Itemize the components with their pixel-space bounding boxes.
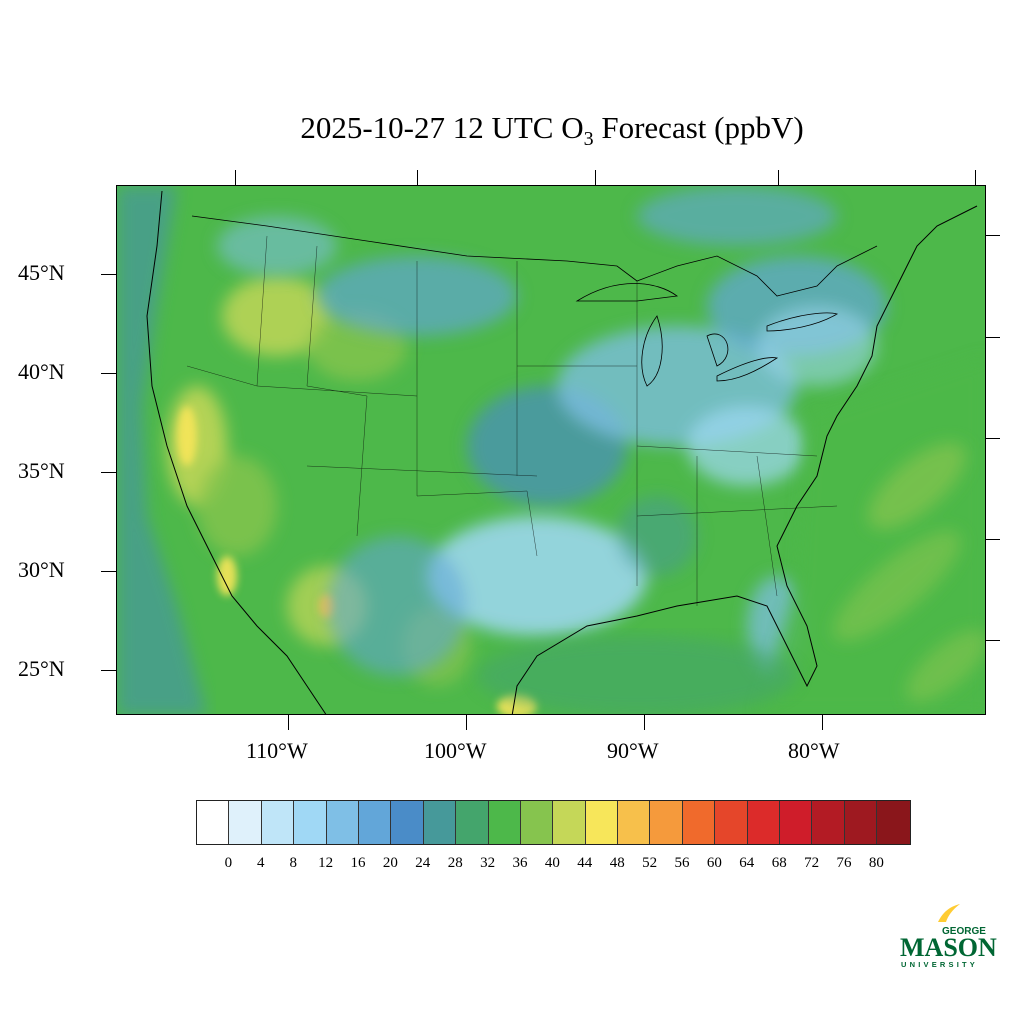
title-prefix: 2025-10-27 12 UTC O — [300, 110, 584, 145]
colorbar-swatch — [585, 801, 619, 844]
title-subscript: 3 — [583, 128, 594, 151]
lake-superior — [575, 283, 679, 302]
lon-label-110w: 110°W — [246, 738, 308, 763]
lat-label-25: 25°N — [18, 656, 65, 681]
colorbar-label: 68 — [771, 855, 787, 871]
colorbar-label: 56 — [674, 855, 690, 871]
bottom-tick — [466, 715, 467, 730]
colorbar-label: 64 — [739, 855, 755, 871]
bottom-tick — [288, 715, 289, 730]
left-tick — [101, 571, 116, 572]
colorbar-swatch — [553, 801, 586, 844]
top-tick — [595, 170, 596, 185]
left-tick — [101, 472, 116, 473]
gulf-field — [477, 636, 797, 714]
atlantic-streaks — [833, 442, 985, 702]
colorbar-swatch — [488, 801, 521, 844]
left-tick — [101, 274, 116, 275]
colorbar-label: 36 — [512, 855, 528, 871]
lake-erie — [716, 357, 779, 382]
colorbar-label: 44 — [577, 855, 593, 871]
ozone-map — [116, 185, 986, 715]
right-tick — [986, 235, 1000, 236]
state-boundaries — [186, 235, 838, 606]
colorbar-label: 12 — [318, 855, 334, 871]
colorbar-swatch — [682, 801, 716, 844]
colorbar-label: 60 — [706, 855, 722, 871]
right-tick — [986, 539, 1000, 540]
right-tick — [986, 337, 1000, 338]
lat-label-45: 45°N — [18, 260, 65, 285]
hot-spots — [177, 406, 537, 714]
ozone-field-svg — [117, 186, 985, 714]
colorbar-label: 80 — [868, 855, 884, 871]
colorbar-label: 20 — [382, 855, 398, 871]
logo-swoosh — [938, 904, 960, 922]
lat-label-35: 35°N — [18, 458, 65, 483]
colorbar-swatch — [197, 801, 230, 844]
colorbar-swatch — [261, 801, 295, 844]
northern-border — [191, 215, 878, 297]
colorbar-swatch — [877, 801, 910, 844]
right-tick — [986, 640, 1000, 641]
pacific-field — [117, 186, 207, 714]
colorbar-label: 24 — [415, 855, 431, 871]
logo-main-text: MASON — [900, 933, 997, 962]
colorbar-label: 48 — [609, 855, 625, 871]
lat-label-30: 30°N — [18, 557, 65, 582]
colorbar-swatch — [715, 801, 748, 844]
top-tick — [778, 170, 779, 185]
colorbar-swatch — [391, 801, 424, 844]
right-tick — [986, 438, 1000, 439]
colorbar-label: 40 — [544, 855, 560, 871]
colorbar-label: 72 — [804, 855, 820, 871]
colorbar-label: 32 — [480, 855, 496, 871]
lake-ontario — [766, 312, 838, 332]
lon-label-100w: 100°W — [424, 738, 487, 763]
colorbar-label: 28 — [447, 855, 463, 871]
left-tick — [101, 670, 116, 671]
title-suffix: Forecast (ppbV) — [593, 110, 804, 145]
east-coastline — [511, 205, 978, 714]
low-ozone-regions — [217, 186, 887, 676]
colorbar-swatch — [326, 801, 359, 844]
atlantic-field — [757, 356, 985, 714]
colorbar-swatch — [747, 801, 781, 844]
colorbar-label: 16 — [350, 855, 366, 871]
colorbar — [196, 800, 911, 845]
map-title: 2025-10-27 12 UTC O3 Forecast (ppbV) — [0, 110, 1024, 151]
colorbar-swatch — [618, 801, 651, 844]
colorbar-swatch — [456, 801, 489, 844]
george-mason-logo: GEORGE MASON UNIVERSITY — [900, 904, 997, 969]
colorbar-label: 52 — [642, 855, 658, 871]
colorbar-swatch — [650, 801, 683, 844]
colorbar-label: 76 — [836, 855, 852, 871]
lon-label-80w: 80°W — [788, 738, 840, 763]
logo-top-text: GEORGE — [942, 926, 986, 937]
colorbar-swatch — [844, 801, 878, 844]
lake-huron — [706, 333, 729, 367]
top-tick — [975, 170, 976, 185]
west-coastline — [146, 190, 327, 714]
top-tick — [235, 170, 236, 185]
colorbar-swatch — [229, 801, 262, 844]
left-tick — [101, 373, 116, 374]
colorbar-label: 8 — [289, 855, 297, 871]
colorbar-swatch — [423, 801, 457, 844]
lat-label-40: 40°N — [18, 359, 65, 384]
bottom-tick — [644, 715, 645, 730]
colorbar-label: 4 — [257, 855, 265, 871]
colorbar-swatch — [780, 801, 813, 844]
colorbar-swatch — [358, 801, 392, 844]
colorbar-swatch — [520, 801, 554, 844]
top-tick — [417, 170, 418, 185]
logo-bottom-text: UNIVERSITY — [901, 960, 978, 969]
colorbar-label: 0 — [224, 855, 233, 871]
bottom-tick — [822, 715, 823, 730]
colorbar-swatch — [812, 801, 845, 844]
lake-michigan — [641, 315, 663, 387]
colorbar-swatch — [294, 801, 327, 844]
lon-label-90w: 90°W — [607, 738, 659, 763]
